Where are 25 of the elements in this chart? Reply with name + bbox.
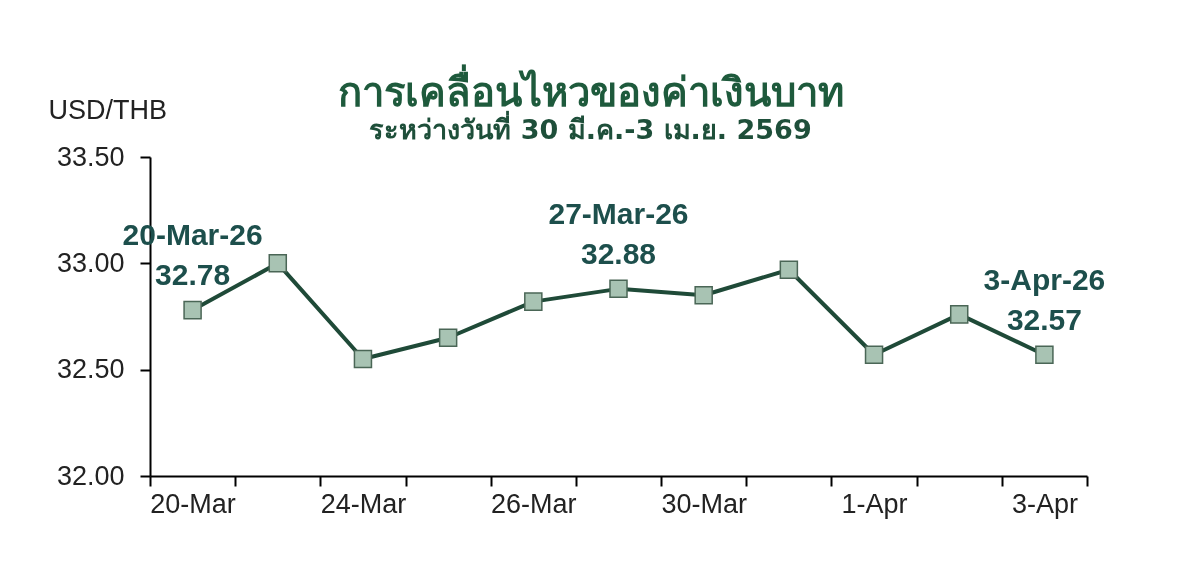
point bbox=[183, 300, 202, 320]
point bbox=[438, 328, 458, 348]
x-tick-label: 24-Mar bbox=[320, 488, 407, 519]
x-tick-label: 3-Apr bbox=[1011, 488, 1078, 519]
point bbox=[864, 345, 884, 365]
x-tick-label: 30-Mar bbox=[661, 488, 747, 519]
y-tick-label: 32.50 bbox=[56, 354, 125, 385]
chart-subtitle: ระหว่างวันที่ 30 มี.ค.-3 เม.ย. 2569 bbox=[369, 110, 812, 145]
x-tick-label: 1-Apr bbox=[841, 488, 908, 519]
y-axis-title: USD/THB bbox=[48, 94, 168, 125]
data-label: 3-Apr-26 32.57 bbox=[983, 262, 1106, 336]
y-tick-label: 33.00 bbox=[56, 247, 125, 278]
x-tick-label: 26-Mar bbox=[491, 488, 577, 519]
y-tick-label: 32.00 bbox=[56, 460, 125, 491]
data-label: 27-Mar-26 32.88 bbox=[548, 196, 689, 270]
point bbox=[524, 292, 543, 311]
point bbox=[779, 260, 799, 279]
point bbox=[353, 349, 373, 369]
point bbox=[609, 279, 628, 299]
point bbox=[1035, 345, 1054, 365]
point bbox=[949, 305, 969, 324]
point bbox=[694, 285, 713, 305]
point bbox=[268, 254, 288, 273]
x-tick-label: 20-Mar bbox=[150, 488, 236, 519]
y-tick-label: 33.50 bbox=[56, 141, 125, 172]
